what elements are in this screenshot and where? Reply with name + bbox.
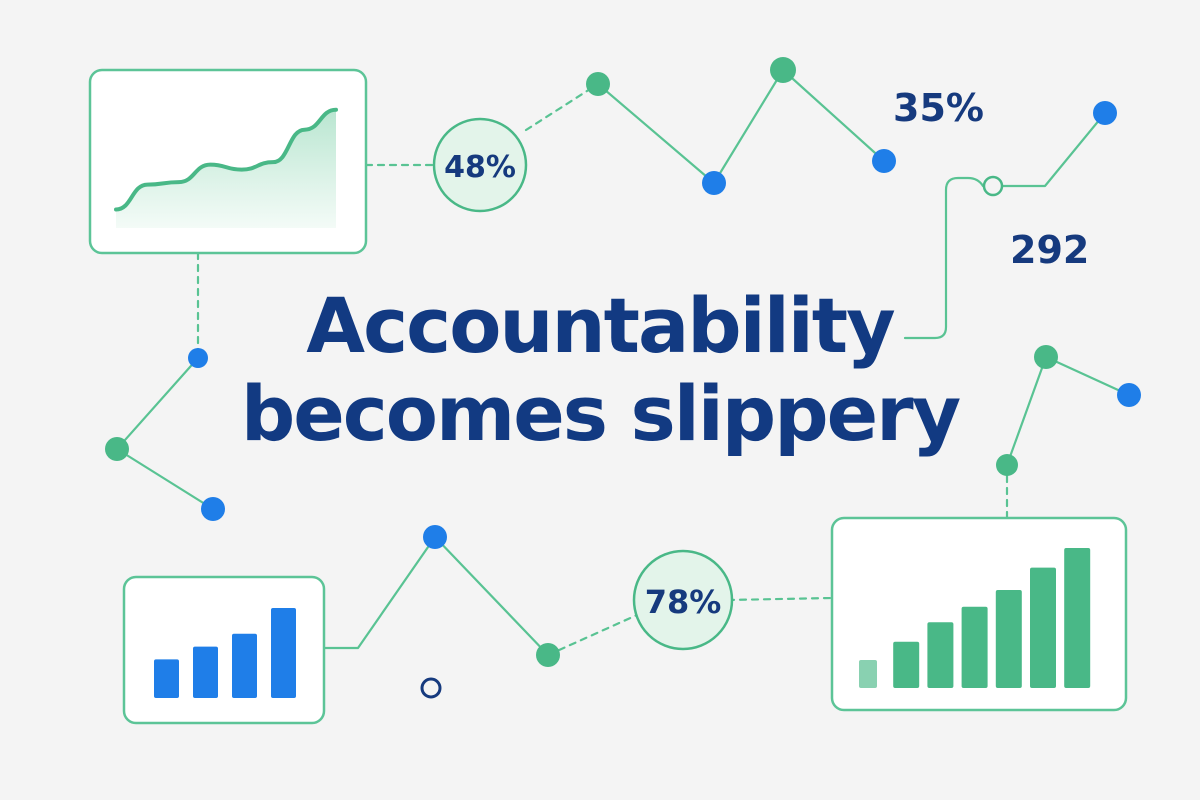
green-bar-chart-card <box>830 516 1128 712</box>
bar <box>193 646 218 698</box>
nodes <box>105 57 1141 699</box>
node-green <box>1034 345 1058 369</box>
headline: Accountability becomes slippery <box>200 282 1000 458</box>
connector-bottom-zigzag <box>322 535 550 657</box>
connector-node-to-badge-78 <box>546 613 639 657</box>
badge-48-label: 48% <box>444 150 516 185</box>
node-green <box>536 643 560 667</box>
bar <box>893 641 920 688</box>
bar <box>961 606 988 688</box>
node-green <box>586 72 610 96</box>
node-blue <box>1117 383 1141 407</box>
bar <box>232 633 257 698</box>
connector-lines <box>115 68 1131 657</box>
blue-bar-chart-plot <box>154 608 296 698</box>
bar <box>1064 548 1091 688</box>
headline-line-1: Accountability <box>306 281 895 370</box>
connector-top-zigzag <box>596 68 886 185</box>
connector-right-zigzag <box>1005 355 1131 467</box>
bar <box>1030 567 1056 688</box>
bar <box>271 608 296 698</box>
area-chart-plot <box>114 107 338 228</box>
connector-right-step <box>903 111 1107 340</box>
node-blue <box>872 149 896 173</box>
connector-left-zigzag <box>115 356 215 511</box>
connector-badge-78-to-chart <box>726 596 834 602</box>
badge-48: 48% <box>432 117 528 213</box>
stat-35: 35% <box>893 86 984 130</box>
node-blue <box>201 497 225 521</box>
node-blue <box>423 525 447 549</box>
node-green <box>996 454 1018 476</box>
bar <box>995 590 1022 688</box>
area-line <box>114 107 338 212</box>
badge-78-label: 78% <box>645 583 722 621</box>
node-green <box>770 57 796 83</box>
node-hollow <box>982 175 1004 197</box>
badge-78: 78% <box>632 549 734 651</box>
green-bar-chart-plot <box>859 548 1091 688</box>
bar <box>154 659 179 698</box>
connector-badge-48-to-node <box>524 82 600 132</box>
node-blue <box>702 171 726 195</box>
stat-292: 292 <box>1010 228 1090 272</box>
blue-bar-chart-card <box>122 575 326 725</box>
node-blue <box>188 348 208 368</box>
bar <box>927 622 954 688</box>
headline-line-2: becomes slippery <box>240 369 961 458</box>
bar <box>859 660 877 688</box>
area-chart-card <box>88 68 368 255</box>
node-hollow-navy <box>420 677 442 699</box>
node-green <box>105 437 129 461</box>
node-blue <box>1093 101 1117 125</box>
